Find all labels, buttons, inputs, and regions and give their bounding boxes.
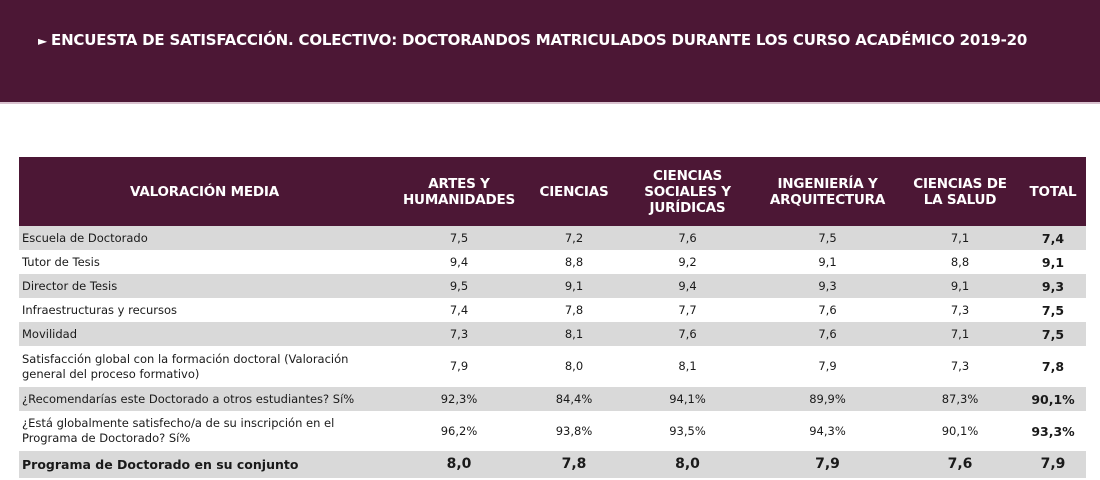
cell-ccss: 8,0 — [620, 451, 755, 478]
cell-ingenieria: 7,5 — [755, 226, 900, 250]
cell-ccss: 8,1 — [620, 346, 755, 387]
cell-total: 7,5 — [1020, 322, 1086, 346]
cell-total: 90,1% — [1020, 387, 1086, 411]
col-header-salud-line1: CIENCIAS DE — [913, 175, 1007, 192]
cell-artes: 7,5 — [390, 226, 528, 250]
table-row: Satisfacción global con la formación doc… — [19, 346, 1086, 387]
cell-ccss: 7,7 — [620, 298, 755, 322]
row-label: Movilidad — [19, 322, 390, 346]
col-header-salud-line2: LA SALUD — [923, 191, 997, 208]
cell-salud: 87,3% — [900, 387, 1020, 411]
cell-total: 7,4 — [1020, 226, 1086, 250]
satisfaction-table: VALORACIÓN MEDIA ARTES Y HUMANIDADES CIEN… — [19, 157, 1086, 478]
cell-salud: 7,1 — [900, 322, 1020, 346]
col-header-valoracion: VALORACIÓN MEDIA — [19, 157, 390, 226]
cell-artes: 7,4 — [390, 298, 528, 322]
cell-ciencias: 8,1 — [528, 322, 620, 346]
row-label: Director de Tesis — [19, 274, 390, 298]
title-banner: ► ENCUESTA DE SATISFACCIÓN. COLECTIVO: DO… — [0, 0, 1100, 104]
cell-total: 9,1 — [1020, 250, 1086, 274]
cell-artes: 9,5 — [390, 274, 528, 298]
table-row: Tutor de Tesis 9,4 8,8 9,2 9,1 8,8 9,1 — [19, 250, 1086, 274]
cell-total: 7,5 — [1020, 298, 1086, 322]
col-header-total: TOTAL — [1020, 157, 1086, 226]
cell-ccss: 7,6 — [620, 322, 755, 346]
page-title: ► ENCUESTA DE SATISFACCIÓN. COLECTIVO: DO… — [38, 31, 1027, 49]
col-header-salud: CIENCIAS DE LA SALUD — [900, 157, 1020, 226]
cell-ingenieria: 7,9 — [755, 346, 900, 387]
cell-salud: 8,8 — [900, 250, 1020, 274]
cell-salud: 7,3 — [900, 298, 1020, 322]
cell-total: 9,3 — [1020, 274, 1086, 298]
col-header-artes: ARTES Y HUMANIDADES — [390, 157, 528, 226]
col-header-ccss-line2: SOCIALES Y — [644, 183, 731, 200]
row-label: Tutor de Tesis — [19, 250, 390, 274]
cell-ingenieria: 9,3 — [755, 274, 900, 298]
cell-artes: 9,4 — [390, 250, 528, 274]
col-header-ccss-line1: CIENCIAS — [653, 167, 722, 184]
cell-ingenieria: 94,3% — [755, 411, 900, 451]
cell-ciencias: 93,8% — [528, 411, 620, 451]
cell-salud: 7,3 — [900, 346, 1020, 387]
cell-ingenieria: 89,9% — [755, 387, 900, 411]
cell-total: 93,3% — [1020, 411, 1086, 451]
cell-ccss: 93,5% — [620, 411, 755, 451]
triangle-right-icon: ► — [38, 34, 48, 48]
cell-ingenieria: 9,1 — [755, 250, 900, 274]
col-header-ingenieria: INGENIERÍA Y ARQUITECTURA — [755, 157, 900, 226]
cell-ingenieria: 7,6 — [755, 298, 900, 322]
col-header-ccss-line3: JURÍDICAS — [649, 199, 726, 216]
table-row-summary: Programa de Doctorado en su conjunto 8,0… — [19, 451, 1086, 478]
table-row: Director de Tesis 9,5 9,1 9,4 9,3 9,1 9,… — [19, 274, 1086, 298]
cell-ccss: 9,2 — [620, 250, 755, 274]
cell-salud: 9,1 — [900, 274, 1020, 298]
table-row: Escuela de Doctorado 7,5 7,2 7,6 7,5 7,1… — [19, 226, 1086, 250]
cell-ciencias: 7,2 — [528, 226, 620, 250]
table-row: ¿Recomendarías este Doctorado a otros es… — [19, 387, 1086, 411]
col-header-ciencias: CIENCIAS — [528, 157, 620, 226]
cell-artes: 96,2% — [390, 411, 528, 451]
table-row: ¿Está globalmente satisfecho/a de su ins… — [19, 411, 1086, 451]
cell-ciencias: 7,8 — [528, 298, 620, 322]
cell-salud: 7,6 — [900, 451, 1020, 478]
cell-ingenieria: 7,6 — [755, 322, 900, 346]
row-label: Programa de Doctorado en su conjunto — [19, 451, 390, 478]
row-label: ¿Recomendarías este Doctorado a otros es… — [19, 387, 390, 411]
col-header-artes-line2: HUMANIDADES — [402, 191, 516, 208]
cell-ccss: 7,6 — [620, 226, 755, 250]
header-row: VALORACIÓN MEDIA ARTES Y HUMANIDADES CIEN… — [19, 157, 1086, 226]
col-header-artes-line1: ARTES Y — [428, 175, 490, 192]
cell-ingenieria: 7,9 — [755, 451, 900, 478]
table-row: Infraestructuras y recursos 7,4 7,8 7,7 … — [19, 298, 1086, 322]
cell-total: 7,9 — [1020, 451, 1086, 478]
cell-artes: 7,3 — [390, 322, 528, 346]
page-title-text: ENCUESTA DE SATISFACCIÓN. COLECTIVO: DOC… — [51, 31, 1028, 49]
table-row: Movilidad 7,3 8,1 7,6 7,6 7,1 7,5 — [19, 322, 1086, 346]
cell-ciencias: 7,8 — [528, 451, 620, 478]
cell-ciencias: 8,0 — [528, 346, 620, 387]
cell-salud: 90,1% — [900, 411, 1020, 451]
col-header-ing-line1: INGENIERÍA Y — [777, 175, 878, 192]
cell-ciencias: 84,4% — [528, 387, 620, 411]
col-header-ing-line2: ARQUITECTURA — [769, 191, 886, 208]
row-label: ¿Está globalmente satisfecho/a de su ins… — [19, 411, 390, 451]
cell-ccss: 94,1% — [620, 387, 755, 411]
cell-ciencias: 8,8 — [528, 250, 620, 274]
cell-artes: 7,9 — [390, 346, 528, 387]
cell-artes: 92,3% — [390, 387, 528, 411]
cell-artes: 8,0 — [390, 451, 528, 478]
row-label: Infraestructuras y recursos — [19, 298, 390, 322]
cell-total: 7,8 — [1020, 346, 1086, 387]
cell-ccss: 9,4 — [620, 274, 755, 298]
cell-ciencias: 9,1 — [528, 274, 620, 298]
row-label: Escuela de Doctorado — [19, 226, 390, 250]
row-label: Satisfacción global con la formación doc… — [19, 346, 390, 387]
cell-salud: 7,1 — [900, 226, 1020, 250]
col-header-ccss: CIENCIAS SOCIALES Y JURÍDICAS — [620, 157, 755, 226]
